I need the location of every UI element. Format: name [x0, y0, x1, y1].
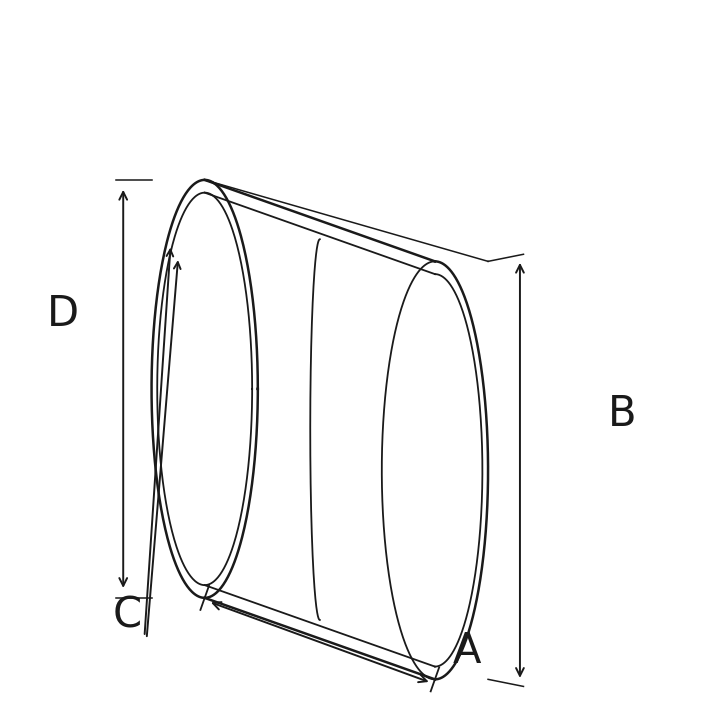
Text: A: A — [453, 630, 481, 672]
Text: B: B — [608, 393, 637, 435]
Text: D: D — [47, 293, 79, 336]
Text: C: C — [112, 595, 141, 637]
